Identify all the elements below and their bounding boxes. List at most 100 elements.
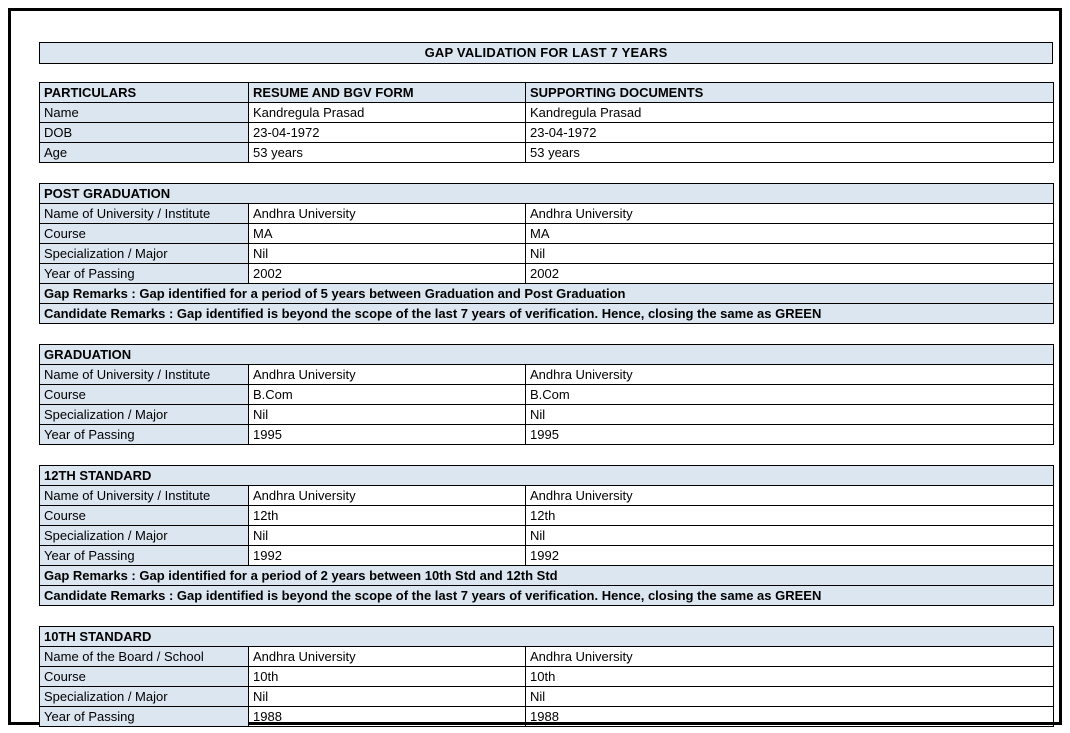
table-row: Specialization / Major Nil Nil (39, 404, 1054, 425)
resume-value-cell: 1995 (248, 424, 526, 445)
supporting-value-cell: MA (524, 223, 1055, 244)
row-label-cell: Specialization / Major (39, 686, 249, 707)
resume-value-cell: Kandregula Prasad (248, 102, 526, 123)
row-label-cell: Name of University / Institute (39, 203, 249, 224)
table-row: Name of the Board / School Andhra Univers… (39, 646, 1054, 667)
remarks-row: Gap Remarks : Gap identified for a perio… (39, 565, 1054, 586)
table-row: Name Kandregula Prasad Kandregula Prasad (39, 102, 1054, 123)
resume-value-cell: B.Com (248, 384, 526, 405)
supporting-value-cell: 1995 (525, 424, 1054, 445)
row-label-cell: DOB (39, 122, 249, 143)
supporting-value-cell: Nil (524, 243, 1055, 264)
gap-remarks-cell: Gap Remarks : Gap identified for a perio… (39, 565, 1054, 586)
resume-value-cell: Andhra University (248, 485, 526, 506)
table-row: Name of University / Institute Andhra Uni… (39, 485, 1054, 506)
row-label-cell: Course (39, 223, 249, 244)
supporting-value-cell: Nil (525, 686, 1054, 707)
supporting-value-cell: 2002 (524, 263, 1055, 284)
row-label-cell: Year of Passing (39, 706, 249, 727)
table-row: Specialization / Major Nil Nil (39, 243, 1055, 264)
table-row: DOB 23-04-1972 23-04-1972 (39, 122, 1054, 143)
candidate-remarks-cell: Candidate Remarks : Gap identified is be… (38, 303, 1055, 324)
row-label-cell: Course (39, 666, 249, 687)
page-content: GAP VALIDATION FOR LAST 7 YEARS PARTICUL… (38, 42, 1055, 727)
resume-value-cell: 2002 (248, 263, 526, 284)
candidate-remarks-cell: Candidate Remarks : Gap identified is be… (39, 585, 1054, 606)
row-label-cell: Year of Passing (39, 545, 249, 566)
table-row: Year of Passing 1988 1988 (39, 706, 1054, 727)
section-header-cell: GRADUATION (39, 344, 1054, 365)
section-header-cell: 12TH STANDARD (39, 465, 1054, 486)
section-header-row: 12TH STANDARD (39, 465, 1054, 486)
row-label-cell: Specialization / Major (39, 525, 249, 546)
supporting-value-cell: 1988 (525, 706, 1054, 727)
supporting-value-cell: 1992 (525, 545, 1054, 566)
row-label-cell: Year of Passing (39, 424, 249, 445)
supporting-value-cell: Nil (525, 525, 1054, 546)
resume-value-cell: Nil (248, 243, 526, 264)
section-table: 10TH STANDARD Name of the Board / School A… (39, 626, 1054, 727)
supporting-value-cell: Andhra University (524, 203, 1055, 224)
gap-remarks-cell: Gap Remarks : Gap identified for a perio… (38, 283, 1055, 304)
supporting-value-cell: Andhra University (525, 646, 1054, 667)
supporting-value-cell: Kandregula Prasad (525, 102, 1054, 123)
supporting-value-cell: 53 years (525, 142, 1054, 163)
row-label-cell: Name of University / Institute (39, 364, 249, 385)
supporting-value-cell: Nil (525, 404, 1054, 425)
row-label-cell: Specialization / Major (39, 243, 249, 264)
table-row: Specialization / Major Nil Nil (39, 686, 1054, 707)
supporting-value-cell: 10th (525, 666, 1054, 687)
supporting-value-cell: 23-04-1972 (525, 122, 1054, 143)
supporting-value-cell: B.Com (525, 384, 1054, 405)
section-header-row: POST GRADUATION (38, 183, 1055, 204)
resume-value-cell: MA (248, 223, 526, 244)
table-row: Age 53 years 53 years (39, 142, 1054, 163)
section-header-cell: POST GRADUATION (38, 183, 1055, 204)
row-label-cell: Name of the Board / School (39, 646, 249, 667)
resume-value-cell: Andhra University (248, 646, 526, 667)
table-row: Name of University / Institute Andhra Uni… (39, 364, 1054, 385)
column-header: PARTICULARS (39, 82, 249, 103)
table-row: Name of University / Institute Andhra Uni… (39, 203, 1055, 224)
section-table: 12TH STANDARD Name of University / Instit… (39, 465, 1054, 606)
column-header: RESUME AND BGV FORM (248, 82, 526, 103)
row-label-cell: Specialization / Major (39, 404, 249, 425)
resume-value-cell: 1988 (248, 706, 526, 727)
particulars-header-row: PARTICULARS RESUME AND BGV FORM SUPPORTING… (39, 82, 1054, 103)
resume-value-cell: 12th (248, 505, 526, 526)
table-row: Specialization / Major Nil Nil (39, 525, 1054, 546)
page-border-frame: GAP VALIDATION FOR LAST 7 YEARS PARTICUL… (8, 8, 1062, 727)
section-header-cell: 10TH STANDARD (39, 626, 1054, 647)
page-title: GAP VALIDATION FOR LAST 7 YEARS (39, 42, 1053, 64)
resume-value-cell: 10th (248, 666, 526, 687)
remarks-row: Gap Remarks : Gap identified for a perio… (38, 283, 1055, 304)
table-row: Year of Passing 1995 1995 (39, 424, 1054, 445)
section-table: POST GRADUATION Name of University / Inst… (38, 183, 1055, 324)
resume-value-cell: 1992 (248, 545, 526, 566)
particulars-table: PARTICULARS RESUME AND BGV FORM SUPPORTING… (39, 82, 1054, 163)
resume-value-cell: Nil (248, 525, 526, 546)
supporting-value-cell: Andhra University (525, 364, 1054, 385)
row-label-cell: Course (39, 384, 249, 405)
row-label-cell: Age (39, 142, 249, 163)
table-row: Course B.Com B.Com (39, 384, 1054, 405)
table-row: Course 10th 10th (39, 666, 1054, 687)
supporting-value-cell: 12th (525, 505, 1054, 526)
section-header-row: 10TH STANDARD (39, 626, 1054, 647)
resume-value-cell: Nil (248, 404, 526, 425)
sections-container: POST GRADUATION Name of University / Inst… (38, 183, 1055, 727)
supporting-value-cell: Andhra University (525, 485, 1054, 506)
table-row: Year of Passing 2002 2002 (39, 263, 1055, 284)
section-table: GRADUATION Name of University / Institute… (39, 344, 1054, 445)
section-header-row: GRADUATION (39, 344, 1054, 365)
row-label-cell: Course (39, 505, 249, 526)
table-row: Year of Passing 1992 1992 (39, 545, 1054, 566)
table-row: Course 12th 12th (39, 505, 1054, 526)
remarks-row: Candidate Remarks : Gap identified is be… (38, 303, 1055, 324)
table-row: Course MA MA (39, 223, 1055, 244)
row-label-cell: Year of Passing (39, 263, 249, 284)
resume-value-cell: 23-04-1972 (248, 122, 526, 143)
row-label-cell: Name (39, 102, 249, 123)
resume-value-cell: 53 years (248, 142, 526, 163)
